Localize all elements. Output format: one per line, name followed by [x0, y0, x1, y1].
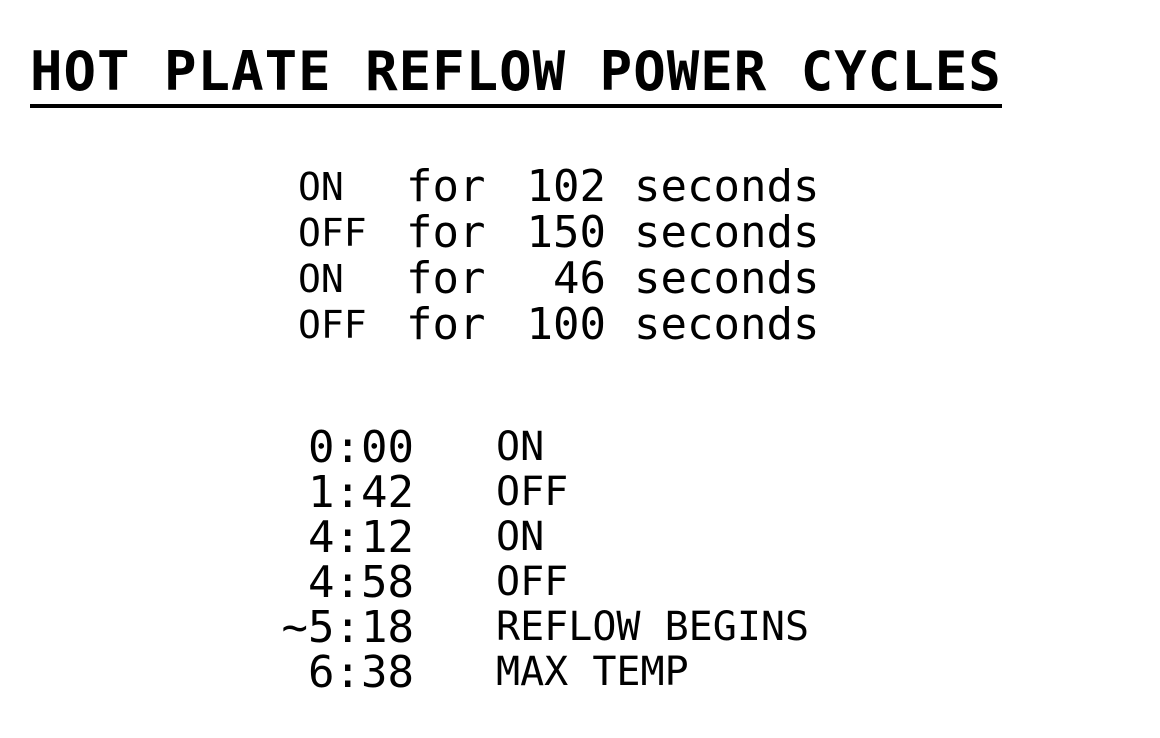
cycle-for-label: for — [406, 161, 486, 212]
cycle-duration: 46 — [553, 253, 606, 304]
cycle-unit: seconds — [634, 253, 820, 304]
timeline-event: ON — [496, 424, 545, 470]
timeline-time: 4:58 — [308, 557, 414, 608]
cycle-state: OFF — [298, 211, 367, 255]
cycle-state: ON — [298, 257, 344, 301]
timeline-event: OFF — [496, 559, 569, 605]
timeline-list: 0:00 ON 1:42 OFF 4:12 ON 4:58 OFF ~5:18 … — [270, 422, 810, 698]
timeline-row: 1:42 OFF — [270, 467, 809, 518]
timeline-time: 6:38 — [308, 647, 414, 698]
timeline-time: 1:42 — [308, 467, 414, 518]
cycle-unit: seconds — [634, 161, 820, 212]
timeline-event: OFF — [496, 469, 569, 515]
timeline-row: 0:00 ON — [270, 422, 809, 473]
cycle-state: ON — [298, 165, 344, 209]
cycle-for-label: for — [406, 253, 486, 304]
timeline-event: REFLOW BEGINS — [496, 604, 810, 650]
cycle-unit: seconds — [634, 207, 820, 258]
timeline-row: 4:58 OFF — [270, 557, 809, 608]
power-cycle-list: ON for 102 seconds OFF for 150 seconds O… — [298, 164, 819, 348]
timeline-row: 4:12 ON — [270, 512, 809, 563]
timeline-event: MAX TEMP — [496, 649, 689, 695]
cycle-for-label: for — [406, 207, 486, 258]
cycle-row: ON for 102 seconds — [298, 164, 819, 210]
timeline-row: ~5:18 REFLOW BEGINS — [270, 602, 810, 653]
cycle-duration: 100 — [526, 299, 606, 350]
timeline-row: 6:38 MAX TEMP — [270, 647, 809, 698]
cycle-duration: 102 — [526, 161, 606, 212]
timeline-time: 0:00 — [308, 422, 414, 473]
cycle-unit: seconds — [634, 299, 820, 350]
cycle-duration: 150 — [526, 207, 606, 258]
timeline-time: ~5:18 — [281, 602, 414, 653]
cycle-row: OFF for 150 seconds — [298, 210, 819, 256]
cycle-row: ON for 46 seconds — [298, 256, 819, 302]
cycle-state: OFF — [298, 303, 367, 347]
timeline-event: ON — [496, 514, 545, 560]
cycle-row: OFF for 100 seconds — [298, 302, 819, 348]
timeline-time: 4:12 — [308, 512, 414, 563]
page-title: HOT PLATE REFLOW POWER CYCLES — [30, 40, 1002, 108]
cycle-for-label: for — [406, 299, 486, 350]
